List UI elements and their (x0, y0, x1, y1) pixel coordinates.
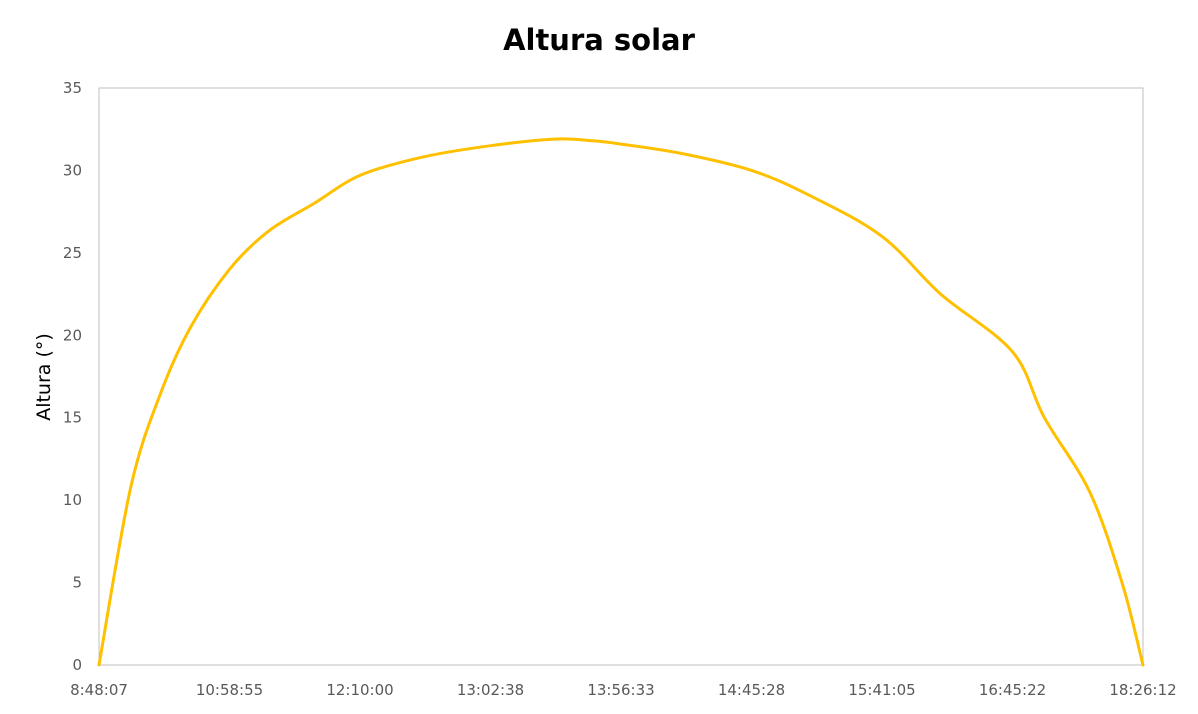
x-tick-label: 13:02:38 (457, 681, 524, 699)
x-tick-label: 18:26:12 (1109, 681, 1176, 699)
x-tick-label: 14:45:28 (718, 681, 785, 699)
y-axis-label: Altura (°) (33, 333, 55, 421)
y-tick-label: 5 (72, 574, 82, 592)
y-tick-label: 0 (72, 656, 82, 674)
x-tick-label: 15:41:05 (848, 681, 915, 699)
y-tick-label: 30 (63, 161, 82, 179)
x-tick-label: 10:58:55 (196, 681, 263, 699)
x-tick-label: 16:45:22 (979, 681, 1046, 699)
x-tick-label: 13:56:33 (587, 681, 654, 699)
y-tick-labels: 0 5 10 15 20 25 30 35 (63, 79, 82, 674)
altura-series-line (97, 137, 1145, 667)
y-tick-label: 35 (63, 79, 82, 97)
x-tick-labels: 8:48:07 10:58:55 12:10:00 13:02:38 13:56:33 1… (70, 681, 1177, 699)
y-tick-label: 20 (63, 326, 82, 344)
y-tick-label: 10 (63, 491, 82, 509)
y-tick-label: 25 (63, 244, 82, 262)
x-tick-label: 8:48:07 (70, 681, 128, 699)
plot-area-border (98, 87, 1144, 666)
x-tick-label: 12:10:00 (326, 681, 393, 699)
y-tick-label: 15 (63, 409, 82, 427)
chart-title: Altura solar (503, 23, 696, 57)
